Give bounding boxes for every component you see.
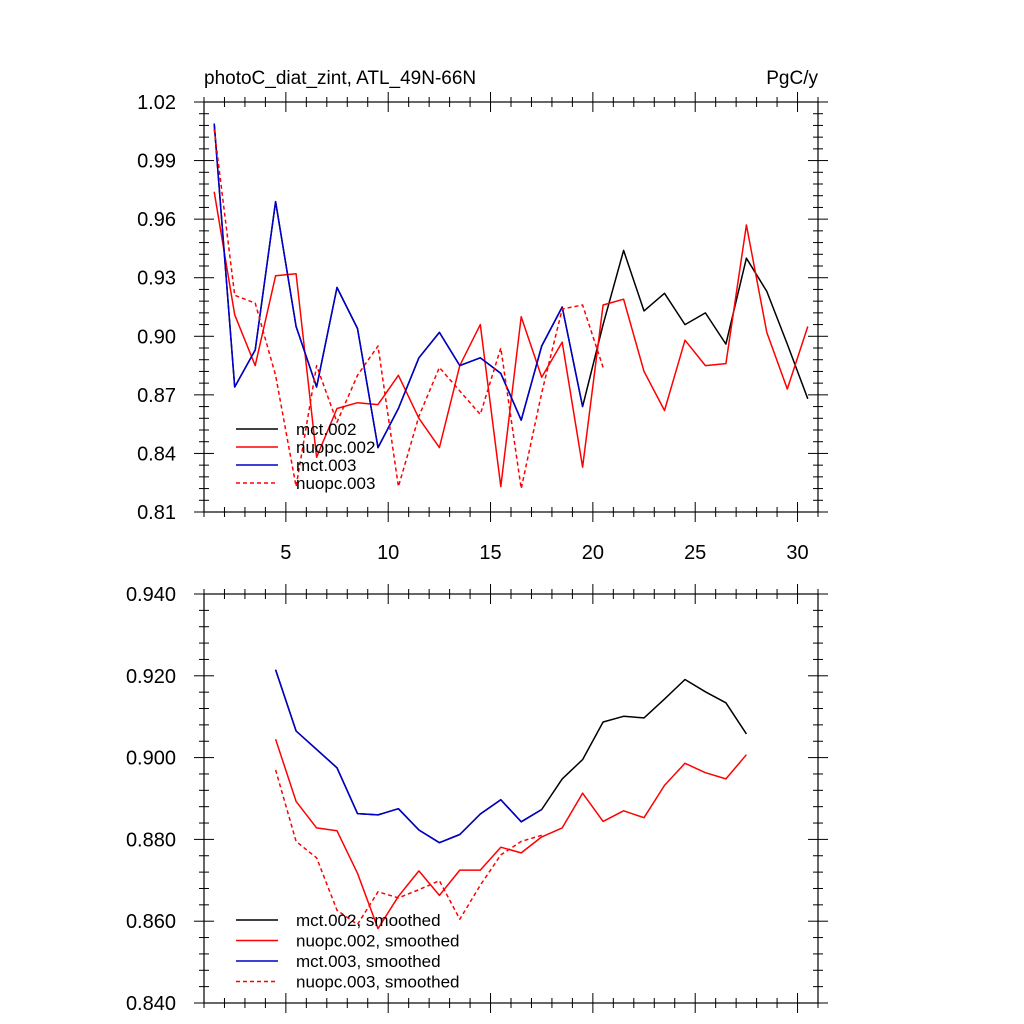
y-tick-label: 0.81 — [137, 502, 176, 524]
chart-title-right: PgC/y — [766, 68, 818, 89]
series-line-mct-003-smoothed — [274, 669, 543, 844]
x-tick-label: 10 — [377, 542, 399, 564]
series-line-nuopc-002 — [213, 191, 809, 488]
x-tick-label: 20 — [582, 542, 604, 564]
legend-label: nuopc.003 — [296, 474, 375, 493]
series-line-nuopc-003-smoothed — [274, 769, 542, 926]
y-tick-label: 0.840 — [126, 993, 176, 1015]
y-tick-label: 0.93 — [137, 268, 176, 290]
y-tick-label: 0.84 — [137, 443, 176, 465]
legend-label: nuopc.002, smoothed — [296, 932, 460, 951]
top-panel: 5 10 15 20 25 30 0.81 0.84 0.87 0.90 0.93 0.96 0.99 1… — [137, 68, 828, 564]
legend-label: mct.002 — [296, 420, 356, 439]
legend-label: mct.003 — [296, 456, 356, 475]
y-tick-label: 0.96 — [137, 209, 176, 231]
y-tick-label: 0.880 — [126, 829, 176, 851]
y-tick-label: 0.940 — [126, 584, 176, 606]
x-tick-label: 25 — [684, 542, 706, 564]
legend-label: mct.002, smoothed — [296, 911, 441, 930]
y-tick-label: 0.90 — [137, 326, 176, 348]
series-line-nuopc-002-smoothed — [274, 738, 747, 930]
y-tick-label: 1.02 — [137, 92, 176, 114]
y-tick-label: 0.920 — [126, 666, 176, 688]
y-tick-label: 0.87 — [137, 385, 176, 407]
x-tick-label: 30 — [786, 542, 808, 564]
series-line-mct-003 — [213, 123, 584, 449]
series-line-mct-002-smoothed — [274, 669, 748, 844]
y-tick-label: 0.860 — [126, 911, 176, 933]
series-line-nuopc-003 — [213, 129, 604, 490]
chart-title-left: photoC_diat_zint, ATL_49N-66N — [204, 68, 476, 89]
legend-label: nuopc.003, smoothed — [296, 973, 460, 992]
bottom-panel: 0.840 0.860 0.880 0.900 0.920 0.940 mct.002, s… — [126, 584, 828, 1015]
y-tick-label: 0.99 — [137, 151, 176, 173]
legend-label: mct.003, smoothed — [296, 952, 441, 971]
legend-label: nuopc.002 — [296, 438, 375, 457]
x-tick-label: 15 — [479, 542, 501, 564]
x-tick-label: 5 — [280, 542, 291, 564]
y-tick-label: 0.900 — [126, 748, 176, 770]
